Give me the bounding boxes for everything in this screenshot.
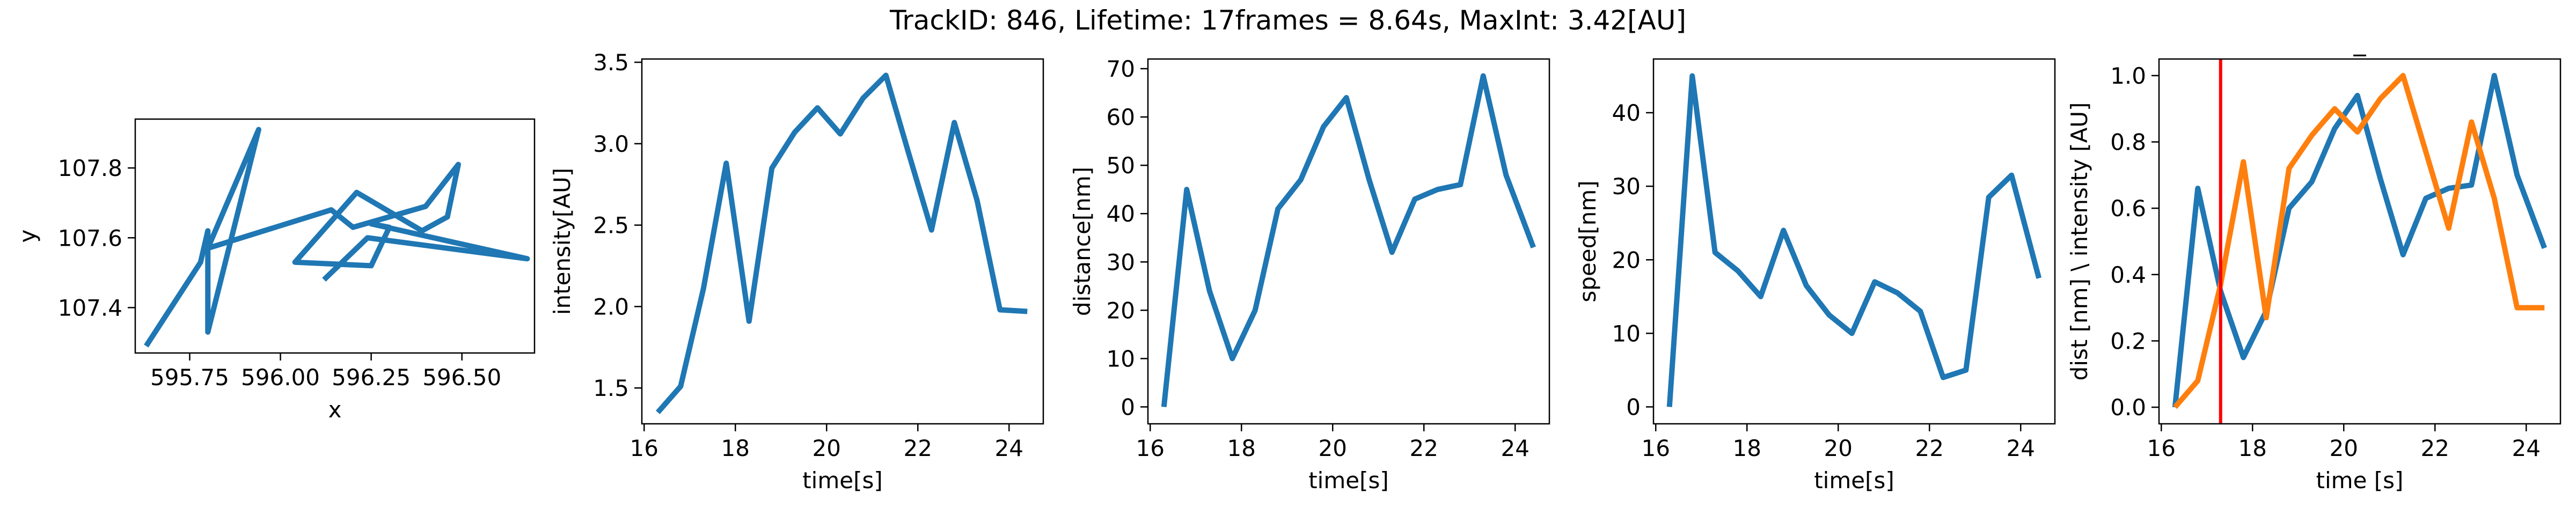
y-axis-label: speed[nm] — [1575, 180, 1601, 302]
y-tick-label: 30 — [1612, 173, 1641, 200]
series-line-normalized-1 — [2172, 72, 2545, 409]
x-axis-label: time[s] — [802, 467, 883, 494]
chart-normalized: 16 18 20 22 24 0.0 0.2 0.4 0.6 0.8 1.0 time [s] dist… — [2066, 27, 2562, 494]
x-tick-label: 595.75 — [150, 364, 229, 391]
series-line-distance-0 — [1161, 73, 1536, 408]
chart-trajectory: 595.75 596.00 596.25 596.50 107.4 107.6 107.8 x… — [14, 118, 536, 423]
x-tick-label: 22 — [904, 435, 932, 461]
y-tick-label: 0 — [1626, 394, 1641, 420]
y-tick-label: 30 — [1107, 249, 1135, 275]
y-tick-label: 10 — [1107, 345, 1135, 372]
y-tick-label: 107.4 — [58, 295, 122, 321]
axes-group: 595.75 596.00 596.25 596.50 107.4 107.6 107.8 x… — [14, 27, 2562, 494]
x-axis-label: x — [328, 396, 342, 423]
y-tick-label: 0.8 — [2110, 129, 2146, 156]
y-tick-label: 2.5 — [593, 212, 629, 239]
chart-speed: 16 18 20 22 24 0 10 20 30 40 time[s] speed[nm] — [1575, 58, 2056, 494]
y-tick-label: 1.0 — [2110, 63, 2146, 89]
y-tick-label: 40 — [1612, 100, 1641, 126]
y-tick-label: 10 — [1612, 320, 1641, 347]
y-tick-label: 2.0 — [593, 293, 629, 320]
x-tick-label: 22 — [1410, 435, 1438, 461]
y-axis-label: distance[nm] — [1069, 167, 1095, 316]
x-tick-label: 596.50 — [422, 364, 501, 391]
x-tick-label: 16 — [1642, 435, 1670, 461]
y-tick-label: 20 — [1107, 297, 1135, 323]
x-tick-label: 22 — [2421, 435, 2449, 461]
axes-frame-intensity — [641, 58, 1044, 425]
x-tick-label: 18 — [2238, 435, 2267, 461]
x-axis-label: time [s] — [2316, 467, 2404, 494]
x-tick-label: 20 — [2330, 435, 2358, 461]
x-axis-label: time[s] — [1308, 467, 1389, 494]
axes-title: _ — [2353, 27, 2367, 56]
series-line-trajectory-0 — [144, 127, 530, 348]
x-tick-label: 18 — [721, 435, 750, 461]
series-line-speed-0 — [1666, 73, 2042, 407]
x-tick-label: 16 — [1136, 435, 1165, 461]
axes-frame-distance — [1147, 58, 1550, 425]
x-tick-label: 18 — [1227, 435, 1256, 461]
y-tick-label: 1.5 — [593, 375, 629, 401]
chart-distance: 16 18 20 22 24 0 10 20 30 40 50 60 70 time[s] distance… — [1069, 56, 1550, 494]
y-tick-label: 0.2 — [2110, 328, 2146, 354]
x-tick-label: 18 — [1733, 435, 1761, 461]
x-tick-label: 24 — [1501, 435, 1529, 461]
y-tick-label: 0.4 — [2110, 262, 2146, 288]
x-tick-label: 20 — [813, 435, 841, 461]
axes-frame-speed — [1652, 58, 2056, 425]
y-tick-label: 3.5 — [593, 49, 629, 76]
x-tick-label: 16 — [2147, 435, 2176, 461]
x-tick-label: 20 — [1824, 435, 1853, 461]
chart-intensity: 16 18 20 22 24 1.5 2.0 2.5 3.0 3.5 time[s] intensit… — [549, 49, 1044, 494]
x-tick-label: 16 — [630, 435, 658, 461]
y-tick-label: 0.6 — [2110, 195, 2146, 222]
x-tick-label: 24 — [995, 435, 1023, 461]
series-line-intensity-0 — [655, 72, 1028, 415]
y-axis-label: dist [nm] \ intensity [AU] — [2066, 102, 2092, 381]
y-tick-label: 0 — [1121, 394, 1135, 420]
axes-frame-normalized — [2158, 58, 2562, 425]
y-tick-label: 107.8 — [58, 155, 122, 181]
y-tick-label: 50 — [1107, 152, 1135, 179]
y-axis-label: y — [14, 230, 41, 243]
x-tick-label: 22 — [1915, 435, 1944, 461]
y-axis-label: intensity[AU] — [549, 168, 575, 315]
axes-frame-trajectory — [134, 118, 536, 354]
y-tick-label: 0.0 — [2110, 394, 2146, 421]
y-tick-label: 20 — [1612, 247, 1641, 273]
x-tick-label: 24 — [2007, 435, 2035, 461]
x-tick-label: 24 — [2512, 435, 2541, 461]
x-axis-label: time[s] — [1814, 467, 1894, 494]
y-tick-label: 3.0 — [593, 131, 629, 157]
x-tick-label: 20 — [1319, 435, 1347, 461]
figure-suptitle: TrackID: 846, Lifetime: 17frames = 8.64s… — [889, 5, 1686, 36]
y-tick-label: 107.6 — [58, 225, 122, 251]
y-tick-label: 60 — [1107, 104, 1135, 130]
y-tick-label: 70 — [1107, 56, 1135, 82]
x-tick-label: 596.25 — [332, 364, 411, 391]
x-tick-label: 596.00 — [241, 364, 320, 391]
y-tick-label: 40 — [1107, 201, 1135, 227]
